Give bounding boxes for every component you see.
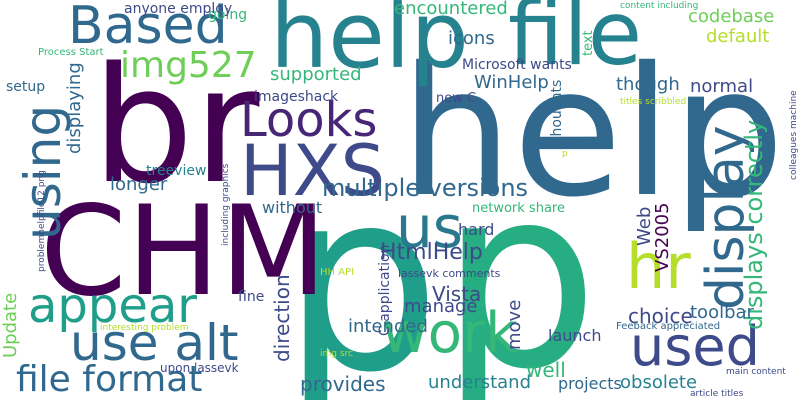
word-normal: normal (690, 76, 754, 97)
word-p-small: p (562, 149, 568, 159)
word-longer: longer (110, 174, 168, 195)
word-work: work (382, 301, 518, 366)
word-process-start: Process Start (38, 47, 104, 58)
word-appear: appear (28, 278, 198, 334)
word-icons: icons (448, 28, 495, 49)
word-p-large: p (282, 136, 441, 400)
word-understand: understand (428, 372, 532, 393)
word-titles-scribbled: titles scribbled (620, 97, 687, 107)
word-multiple-versions: multiple versions (322, 174, 529, 202)
word-us: us (396, 193, 463, 261)
word-looks: Looks (240, 92, 378, 148)
word-treeview: treeview (146, 163, 207, 179)
word-upon-lassevk: upon lassevk (160, 361, 239, 375)
word-help-top: help (270, 0, 469, 89)
word-though: though (616, 74, 680, 95)
word-update: Update (0, 292, 21, 358)
word-htmlhelp: HtmlHelp (380, 240, 483, 265)
word-move: move (504, 299, 525, 350)
word-encountered: encountered (394, 0, 508, 19)
word-network-share: network share (472, 201, 565, 216)
word-img527: img527 (120, 45, 257, 86)
word-hxs: HXS (240, 130, 386, 212)
word-without: without (262, 198, 323, 217)
word-intended: intended (348, 316, 428, 337)
word-new-c: new C (436, 91, 477, 106)
word-including-graphics: including graphics (221, 163, 231, 246)
word-hr: hr (626, 230, 691, 303)
word-use-alt: use alt (70, 314, 239, 372)
word-projects: projects (558, 374, 622, 393)
word-based: Based (68, 0, 228, 56)
word-choice: choice (628, 304, 693, 328)
word-used: used (630, 315, 760, 378)
word-help-large: help (400, 29, 785, 236)
word-displaying: displaying (64, 62, 85, 154)
word-feeback-appreciated: Feeback appreciated (616, 321, 721, 332)
word-fine: fine (238, 289, 265, 305)
word-displays-correctly: displays correctly (740, 119, 768, 330)
word-hard: hard (458, 220, 495, 239)
word-colleagues-machine: colleagues machine (789, 90, 799, 180)
word-p-large-2: p (440, 133, 599, 400)
word-file-format: file format (16, 359, 203, 400)
word-toolbar: toolbar (690, 302, 754, 323)
word-imageshack: imageshack (254, 89, 339, 105)
word-thoughts: thoughts (549, 79, 565, 142)
word-going: going (208, 7, 248, 23)
word-manage: manage (404, 296, 478, 317)
word-direction: direction (270, 274, 294, 362)
word-img-src: img src (320, 349, 353, 359)
word-interesting-problem: interesting problem (100, 323, 189, 333)
word-winhelp: WinHelp (474, 72, 549, 93)
word-default: default (706, 26, 770, 47)
word-article-titles: article titles (690, 389, 744, 399)
word-anyone-employ: anyone employ (124, 1, 233, 17)
word-provides: provides (300, 372, 386, 396)
word-vista: Vista (432, 282, 482, 306)
word-microsoft-wants: Microsoft wants (462, 57, 572, 73)
word-main-content: main content (726, 367, 786, 377)
word-hh-api: HH API (320, 267, 355, 278)
word-codebase: codebase (688, 6, 775, 27)
word-vs2005: VS2005 (652, 202, 673, 272)
word-obsolete: obsolete (620, 372, 698, 393)
word-text: text (581, 30, 596, 56)
word-problemhelpfile12-png: problemhelpfile12 png (37, 170, 47, 272)
word-supported: supported (270, 64, 362, 85)
word-chm: CHM (40, 180, 327, 324)
word-br: br (92, 32, 260, 219)
word-c-application: C application (377, 244, 393, 336)
word-lassevk-comments: lassevk comments (398, 267, 501, 280)
word-setup: setup (6, 79, 46, 95)
word-file: file (508, 0, 643, 85)
word-launch: launch (548, 326, 602, 345)
word-well: well (526, 358, 566, 382)
word-content-including: content including (620, 1, 699, 11)
